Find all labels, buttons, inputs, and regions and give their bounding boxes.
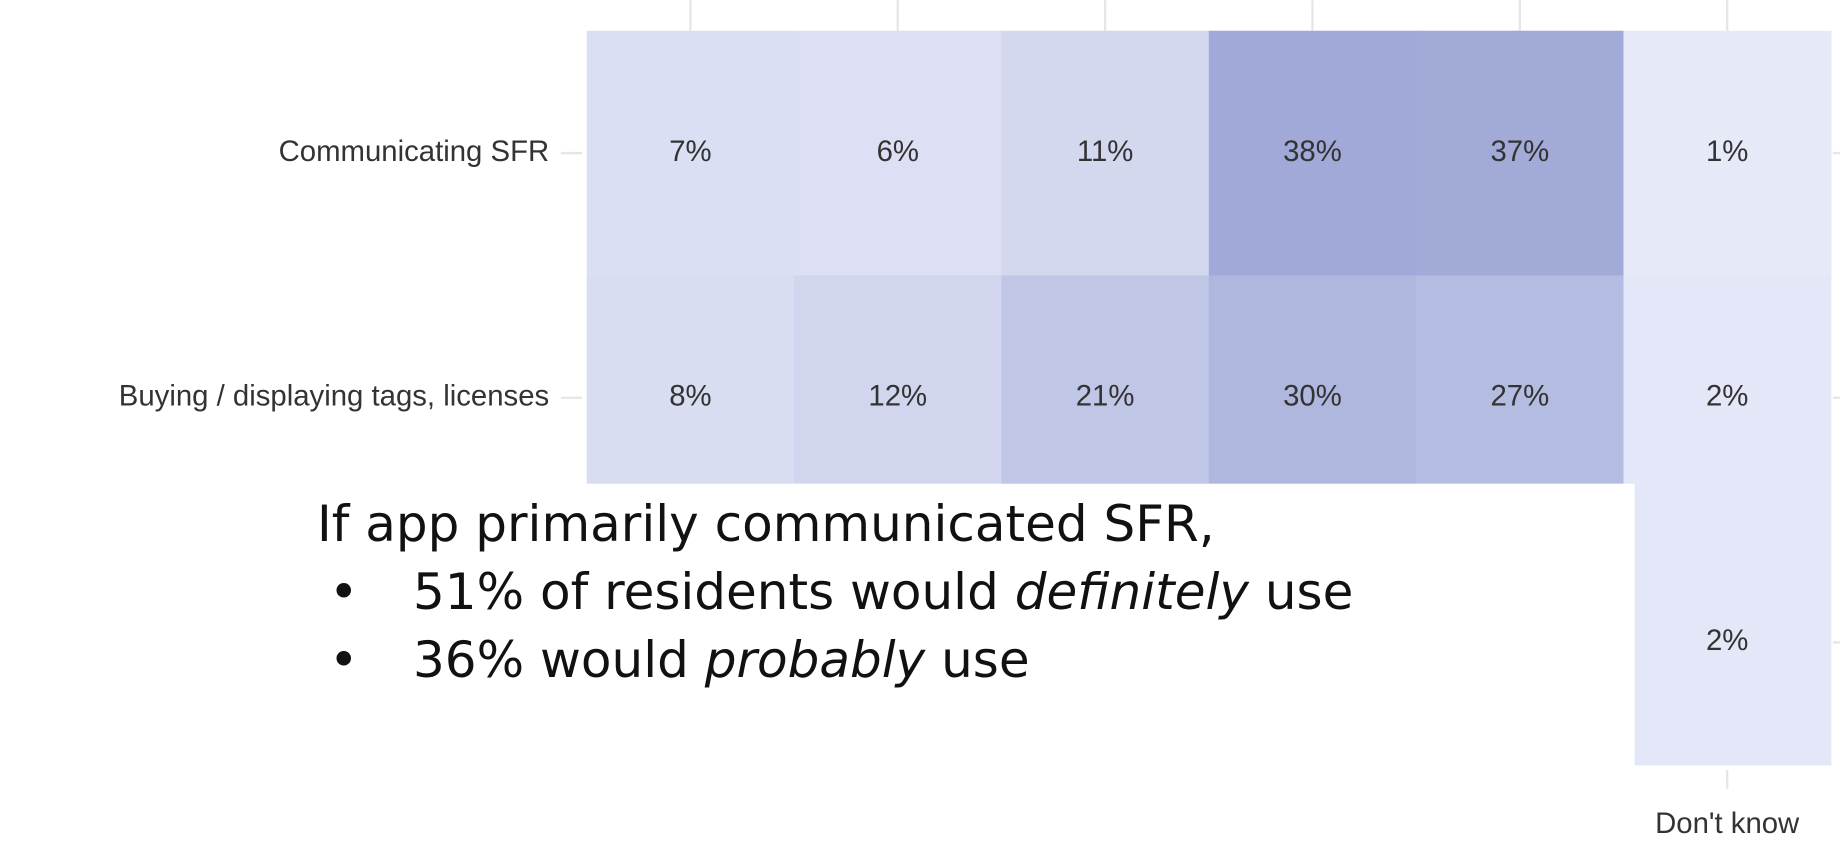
cell (1208, 30, 1417, 276)
cell-label: 38% (1283, 135, 1342, 168)
y-label: Communicating SFR (279, 135, 550, 168)
bullet-text: use (925, 631, 1030, 689)
cell (1416, 30, 1625, 276)
cell-label: 2% (1706, 379, 1748, 412)
cell (794, 30, 1003, 276)
cell-label: 27% (1490, 379, 1549, 412)
cell (586, 30, 795, 276)
cell-label: 6% (877, 135, 919, 168)
bullet: 51% of residents would definitely use (329, 558, 1497, 626)
cell (586, 275, 795, 521)
callout-heading: If app primarily communicated SFR, (317, 495, 1215, 553)
cell-label: 1% (1706, 135, 1748, 168)
cell (1001, 275, 1210, 521)
cell (1623, 30, 1832, 276)
cell-label: 12% (868, 379, 927, 412)
bullet-text: 51% of residents would (413, 563, 1015, 621)
cell (1208, 275, 1417, 521)
y-label: Buying / displaying tags, licenses (119, 379, 549, 412)
bullet-text: use (1248, 563, 1354, 621)
cell-label: 30% (1283, 379, 1342, 412)
cell (1416, 275, 1625, 521)
bullet-text: 36% would (413, 631, 705, 689)
cell (794, 275, 1003, 521)
cell-label: 37% (1490, 135, 1549, 168)
bullet-list: 51% of residents would definitely use36%… (317, 558, 1497, 694)
cell-label: 21% (1076, 379, 1135, 412)
cell (1623, 520, 1832, 766)
x-label: Don't know (1655, 807, 1800, 840)
bullet-text: probably (704, 631, 926, 689)
cell (1623, 275, 1832, 521)
callout: If app primarily communicated SFR, 51% o… (317, 490, 1497, 694)
bullet: 36% would probably use (329, 626, 1497, 694)
cell (1001, 30, 1210, 276)
cell-label: 11% (1077, 135, 1134, 168)
cell-label: 2% (1706, 624, 1748, 657)
bullet-text: definitely (1014, 563, 1249, 621)
cell-label: 7% (669, 135, 711, 168)
cell-label: 8% (669, 379, 711, 412)
